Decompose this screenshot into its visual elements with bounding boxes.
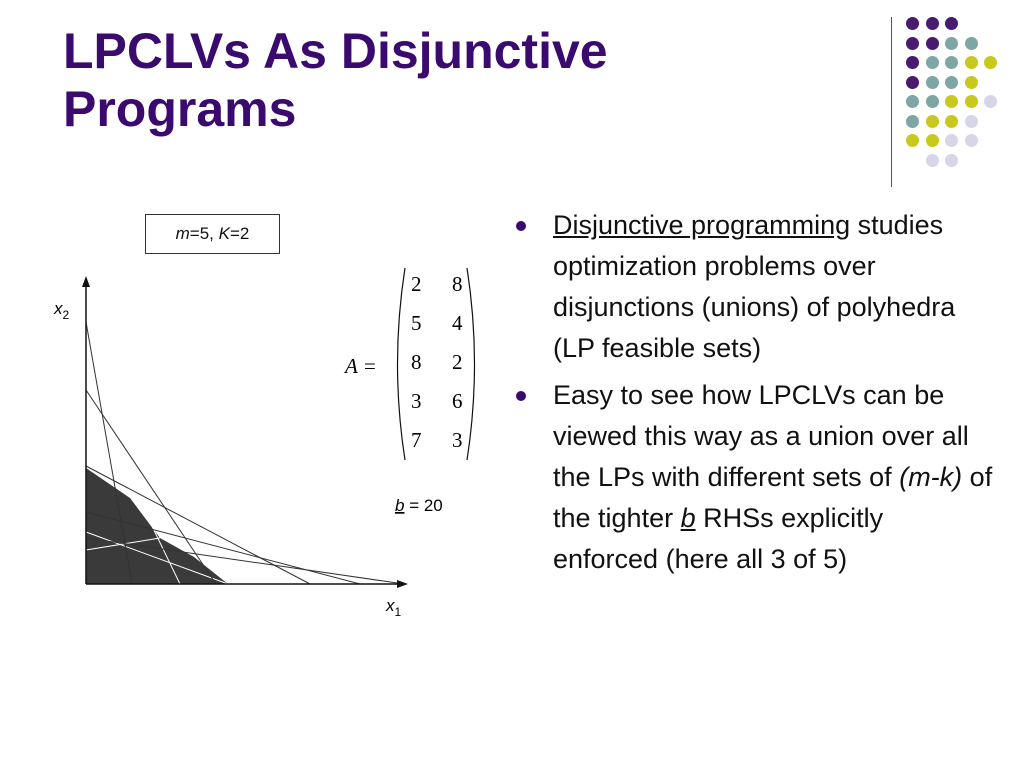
decorative-dot xyxy=(945,36,958,50)
b-rest: = 20 xyxy=(404,496,442,515)
decorative-dot xyxy=(945,134,958,147)
slide-title-line-1: LPCLVs As Disjunctive xyxy=(63,23,608,79)
bullet-marker xyxy=(516,391,526,401)
matrix-right-paren xyxy=(466,267,476,461)
bullet-1-text: studies optimization problems over disju… xyxy=(553,210,956,363)
bullet-2-text-b: of the tighter xyxy=(553,462,993,533)
bullet-1-underlined: Disjunctive programming xyxy=(553,210,851,240)
decorative-dot xyxy=(964,36,978,50)
decorative-dot xyxy=(925,95,939,108)
decorative-dot xyxy=(984,56,997,69)
k-value: =2 xyxy=(229,224,250,243)
decorative-dot xyxy=(964,75,978,89)
k-label: K xyxy=(218,224,230,243)
decorative-dot xyxy=(925,36,939,50)
matrix-cell: 2 xyxy=(452,350,463,374)
constraint-line-5 xyxy=(85,537,405,585)
x2-label: x2 xyxy=(53,299,70,322)
decorative-dot xyxy=(945,17,958,30)
decorative-dot xyxy=(964,56,978,69)
decorative-dot xyxy=(906,114,919,128)
matrix-cell: 8 xyxy=(452,272,463,296)
bullet-2-text-c: RHSs explicitly enforced (here all 3 of … xyxy=(553,503,884,574)
matrix-cell: 3 xyxy=(452,428,463,452)
matrix-cell: 7 xyxy=(411,428,422,452)
constraint-line-4 xyxy=(85,511,361,585)
decorative-dot xyxy=(925,17,939,30)
decorative-dot xyxy=(984,95,997,108)
bullet-2-underlined: b xyxy=(680,503,696,533)
matrix-cell: 4 xyxy=(452,311,463,335)
decorative-dot xyxy=(964,114,978,128)
x2-axis-arrow xyxy=(82,276,90,287)
decorative-dot xyxy=(906,75,919,89)
decorative-dot xyxy=(925,114,939,128)
bullet-2-italic: (m-k) xyxy=(899,462,963,492)
decorative-dot xyxy=(945,75,958,89)
bullet-marker xyxy=(516,221,526,231)
decorative-dot xyxy=(945,114,958,128)
matrix-cell: 6 xyxy=(452,389,463,413)
m-label: m xyxy=(175,224,190,243)
constraint-line-1 xyxy=(85,321,133,585)
decorative-dot xyxy=(945,153,958,167)
bullet-item-2: Easy to see how LPCLVs can be viewed thi… xyxy=(513,375,993,580)
decorative-dot xyxy=(945,56,958,69)
bullet-2-text-a: Easy to see how LPCLVs can be viewed thi… xyxy=(553,380,969,492)
m-value: =5, xyxy=(189,224,219,243)
feasible-region-diagram: x2 x1 A = 2 8 5 4 8 2 3 6 7 3 b = 20 xyxy=(53,267,476,619)
decorative-dot-grid xyxy=(0,0,1024,200)
constraint-line-2 xyxy=(85,389,217,585)
interior-line-a xyxy=(85,531,229,585)
decorative-dot xyxy=(925,153,939,167)
x1-subscript: 1 xyxy=(395,605,402,619)
b-value: b = 20 xyxy=(395,496,443,515)
matrix-cell: 3 xyxy=(411,389,422,413)
x1-axis-arrow xyxy=(397,580,408,588)
decorative-dot xyxy=(945,95,958,108)
constraint-line-3 xyxy=(85,465,311,585)
matrix-left-paren xyxy=(396,267,406,461)
decorative-dot xyxy=(906,36,919,50)
interior-line-c xyxy=(119,459,181,585)
params-box: m=5, K=2 xyxy=(145,214,280,254)
bullet-item-1: Disjunctive programming studies optimiza… xyxy=(513,205,993,369)
matrix-cell: 2 xyxy=(411,272,422,296)
slide-title-line-2: Programs xyxy=(63,81,297,137)
bullet-list: Disjunctive programming studies optimiza… xyxy=(513,205,993,586)
decorative-dot xyxy=(906,134,919,147)
b-label: b xyxy=(395,496,404,515)
decorative-dot xyxy=(925,56,939,69)
matrix-equals: = xyxy=(364,354,376,378)
decorative-dot xyxy=(925,75,939,89)
matrix-name: A xyxy=(343,354,358,378)
feasible-region-union xyxy=(86,468,228,584)
matrix-cells: 2 8 5 4 8 2 3 6 7 3 xyxy=(411,272,463,452)
decorative-dot xyxy=(925,134,939,147)
slide-title: LPCLVs As Disjunctive Programs xyxy=(63,22,823,138)
decorative-dot xyxy=(964,95,978,108)
matrix-cell: 5 xyxy=(411,311,422,335)
decorative-dot xyxy=(964,134,978,147)
matrix-cell: 8 xyxy=(411,350,422,374)
decorative-dot xyxy=(906,95,919,108)
decorative-dot xyxy=(906,17,919,30)
header-divider xyxy=(891,17,892,187)
decorative-dot xyxy=(906,56,919,69)
x1-label: x1 xyxy=(385,596,402,619)
interior-line-b xyxy=(85,537,161,551)
x2-subscript: 2 xyxy=(63,308,70,322)
